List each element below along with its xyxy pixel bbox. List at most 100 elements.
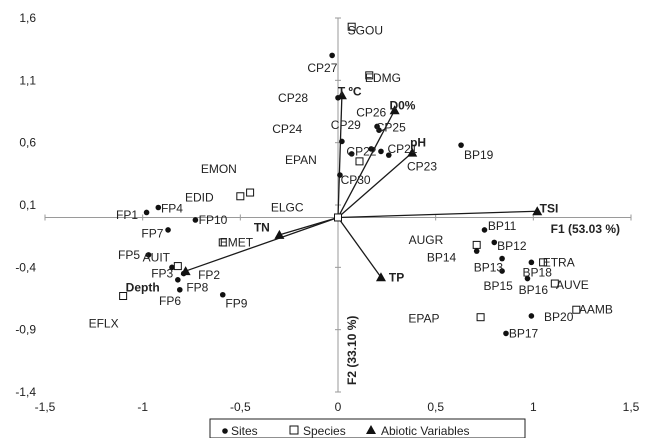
y-tick-label: -0,9 <box>15 323 36 337</box>
point-label-tn: TN <box>254 220 270 234</box>
point-label-fp1: FP1 <box>116 208 138 222</box>
point-label-epap: EPAP <box>408 311 439 325</box>
point-label-auve: AUVE <box>556 278 589 292</box>
point-label-tsi: TSI <box>540 202 559 216</box>
square-marker-emon <box>236 192 245 201</box>
point-label-augr: AUGR <box>409 233 444 247</box>
point-label-epan: EPAN <box>285 153 317 167</box>
vector-depth <box>185 216 339 272</box>
point-label-cp24: CP24 <box>272 122 302 136</box>
x-tick-label: 1,5 <box>623 400 640 414</box>
square-marker-auve <box>550 279 559 288</box>
legend-item-sites: Sites <box>222 424 258 438</box>
point-label-sgou: SGOU <box>348 23 383 37</box>
point-label-aamb: AAMB <box>579 303 613 317</box>
x-axis-title: F1 (53.03 %) <box>551 222 620 236</box>
point-label-bp19: BP19 <box>464 148 494 162</box>
triangle-marker-depth <box>180 266 191 276</box>
dot-marker-bp18 <box>528 259 535 266</box>
point-label-cp29: CP29 <box>331 118 361 132</box>
square-marker-edid <box>246 188 255 197</box>
point-label-bp16: BP16 <box>519 283 549 297</box>
point-label-bp13: BP13 <box>474 260 504 274</box>
legend: Sites Species Abiotic Variables <box>209 418 526 438</box>
point-label-bp11: BP11 <box>488 219 517 233</box>
square-marker-auit <box>173 262 182 271</box>
triangle-marker-t-c <box>336 90 347 100</box>
point-label-edmg: EDMG <box>365 71 401 85</box>
point-label-bp14: BP14 <box>427 250 457 264</box>
point-label-fp5: FP5 <box>118 248 140 262</box>
dot-marker-fp5 <box>145 252 152 258</box>
legend-label-sites: Sites <box>231 424 258 438</box>
point-label-cp26: CP26 <box>356 106 386 120</box>
point-label-fp10: FP10 <box>199 213 228 227</box>
legend-square-marker <box>289 425 299 435</box>
y-tick-label: -0,4 <box>15 260 36 274</box>
vector-d0 <box>337 109 396 218</box>
y-axis-title: F2 (33.10 %) <box>345 316 359 385</box>
dot-marker-fp7 <box>165 227 171 233</box>
triangle-marker-tn <box>274 229 285 239</box>
square-marker-aamb <box>572 305 581 314</box>
point-label-fp7: FP7 <box>141 227 163 241</box>
y-tick-label: 0,6 <box>19 136 36 150</box>
point-label-bp17: BP17 <box>509 326 539 340</box>
dot-marker-bp19 <box>458 142 464 148</box>
vector-tp <box>337 217 382 278</box>
legend-label-species: Species <box>303 424 346 438</box>
square-marker-epan <box>355 157 364 166</box>
point-label-t-c: T ºC <box>338 85 362 99</box>
vector-tsi <box>337 210 538 219</box>
dot-marker-fp9 <box>219 291 226 298</box>
point-label-cp28: CP28 <box>278 91 308 105</box>
y-tick-label: 1,6 <box>19 11 36 25</box>
x-tick-label: -1,5 <box>35 400 56 414</box>
point-label-ph: pH <box>410 136 426 150</box>
vector-t-c <box>337 95 343 218</box>
points-layer <box>119 22 581 337</box>
dot-marker-bp15 <box>499 268 505 274</box>
y-tick-label: -1,4 <box>15 385 36 399</box>
dot-marker-cp25 <box>376 127 382 133</box>
dot-marker-cp27 <box>329 52 335 59</box>
legend-item-abiotic: Abiotic Variables <box>366 424 470 438</box>
dot-marker-cp29 <box>348 151 355 157</box>
y-tick-label: 1,1 <box>19 73 36 87</box>
point-label-fp9: FP9 <box>225 296 247 310</box>
dot-marker-bp17 <box>503 330 509 337</box>
x-tick-label: -0,5 <box>230 400 251 414</box>
point-label-fp8: FP8 <box>186 280 208 294</box>
triangle-marker-tsi <box>532 206 543 216</box>
square-marker-epap <box>476 313 485 322</box>
point-label-emon: EMON <box>201 162 237 176</box>
dot-marker-bp11 <box>481 227 488 233</box>
square-marker-sgou <box>347 22 356 31</box>
dot-marker-fp3 <box>169 264 175 271</box>
point-label-emet: EMET <box>220 235 254 249</box>
dot-marker-cp21 <box>378 148 384 155</box>
point-label-edid: EDID <box>185 191 214 205</box>
point-label-tp: TP <box>389 270 404 284</box>
dot-marker-bp16 <box>524 275 531 282</box>
point-label-cp27: CP27 <box>307 61 337 75</box>
point-label-bp18: BP18 <box>523 265 553 279</box>
point-label-cp22: CP22 <box>346 144 376 158</box>
legend-triangle-marker <box>366 425 376 434</box>
point-label-bp12: BP12 <box>497 239 527 253</box>
point-label-auit: AUIT <box>143 250 171 264</box>
dot-marker-cp30 <box>337 172 343 178</box>
triangle-marker-tp <box>375 272 386 282</box>
legend-dot-marker <box>222 428 228 434</box>
point-label-fp4: FP4 <box>161 202 183 216</box>
square-marker-augr <box>472 240 481 249</box>
point-label-etra: ETRA <box>543 255 575 269</box>
y-tick-label: 0,1 <box>19 198 36 212</box>
dot-marker-bp14 <box>473 248 480 254</box>
point-label-depth: Depth <box>126 280 160 294</box>
square-marker-emet <box>218 238 227 247</box>
vector-ph <box>337 152 413 218</box>
square-marker-elgc <box>334 213 342 222</box>
point-label-bp15: BP15 <box>483 279 513 293</box>
